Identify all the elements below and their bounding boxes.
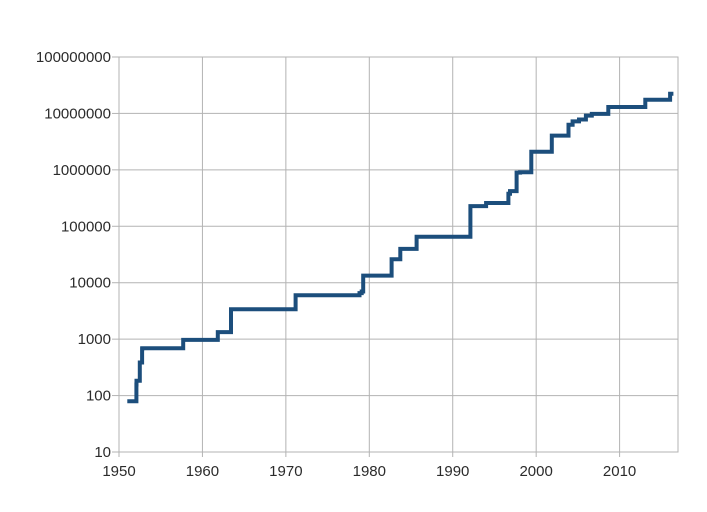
data-series-line [127,91,674,404]
y-axis-label: 100000 [61,218,111,235]
plot-border [118,56,679,453]
x-axis-label: 2010 [603,463,636,480]
x-axis-label: 1970 [269,463,302,480]
y-axis-label: 10000 [69,275,111,292]
y-axis-label: 1000000 [53,162,111,179]
y-axis-label: 10 [94,444,111,461]
x-axis-label: 1990 [436,463,469,480]
x-axis-label: 1980 [353,463,386,480]
y-axis-label: 1000 [78,331,111,348]
y-axis-label: 100000000 [36,49,111,66]
x-axis-label: 1960 [186,463,219,480]
y-axis-label: 10000000 [44,105,111,122]
x-axis-label: 2000 [519,463,552,480]
y-axis-label: 100 [86,388,111,405]
x-axis-label: 1950 [102,463,135,480]
